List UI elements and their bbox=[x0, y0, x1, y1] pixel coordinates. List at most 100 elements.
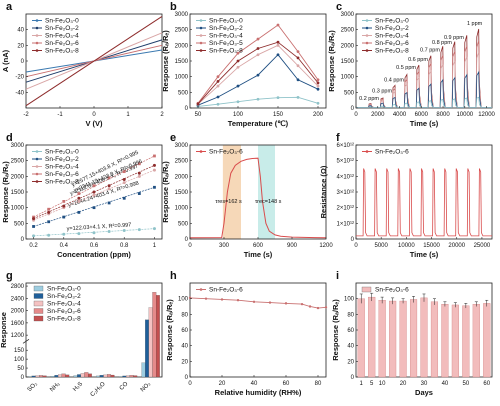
y-tick-label: 2000 bbox=[175, 174, 189, 180]
y-tick-label: 60 bbox=[181, 328, 188, 334]
y-tick-label: -40 bbox=[15, 90, 24, 96]
legend-marker bbox=[199, 288, 203, 291]
stability-bar bbox=[389, 300, 397, 378]
scatter-point bbox=[77, 210, 81, 214]
selectivity-bar bbox=[141, 362, 146, 378]
selectivity-bar bbox=[96, 375, 100, 378]
temp-series-point bbox=[256, 97, 260, 101]
scatter-point bbox=[122, 196, 126, 200]
scatter-point bbox=[62, 204, 66, 208]
y-tick-label: 1×10¹² bbox=[336, 221, 354, 227]
scatter-point bbox=[47, 220, 51, 224]
legend-entry-d-4: Sn-Fe₂O₃-6 bbox=[45, 171, 79, 178]
y-tick-label: 0 bbox=[21, 375, 25, 381]
y-tick-label: 0 bbox=[21, 237, 25, 243]
humidity-response-line bbox=[189, 297, 327, 309]
x-tick-label: 1 bbox=[153, 243, 157, 249]
temp-series-point bbox=[316, 81, 320, 85]
x-tick-label: 10 bbox=[379, 381, 386, 387]
humidity-point bbox=[252, 300, 256, 303]
ppm-annotation-3: 0.4 ppm bbox=[384, 77, 404, 83]
temp-series-point bbox=[256, 73, 260, 77]
y-tick-label: 50 bbox=[17, 366, 24, 372]
selectivity-bar bbox=[65, 374, 70, 378]
legend-entry-d-1: Sn-Fe₂O₃-0 bbox=[45, 149, 79, 156]
scatter-point bbox=[77, 192, 81, 195]
x-tick-label: 1200 bbox=[319, 243, 333, 249]
temp-series-point bbox=[296, 56, 300, 60]
scatter-point bbox=[137, 228, 141, 232]
y-tick-label: 1500 bbox=[175, 190, 189, 196]
y-tick-label: 4×10¹² bbox=[336, 174, 354, 180]
selectivity-bar bbox=[31, 375, 36, 378]
tau-annotation-1: τres=162 s bbox=[215, 199, 242, 205]
temp-series-point bbox=[236, 59, 240, 63]
selectivity-bar bbox=[122, 375, 127, 378]
legend-entry-b-2: Sn-Fe₂O₃-2 bbox=[209, 25, 243, 32]
selectivity-bar bbox=[152, 292, 157, 378]
selectivity-bar bbox=[50, 376, 55, 378]
stability-bar bbox=[409, 299, 418, 378]
humidity-point bbox=[204, 297, 208, 300]
temp-series-point bbox=[276, 96, 280, 100]
legend-entry-c-3: Sn-Fe₂O₃-4 bbox=[375, 33, 409, 40]
stability-bar bbox=[378, 300, 386, 378]
y-tick-label: 1000 bbox=[175, 75, 189, 81]
y-tick-label: 2400 bbox=[11, 296, 25, 302]
legend-marker bbox=[199, 19, 203, 22]
x-tick-label: 900 bbox=[287, 243, 298, 249]
temp-series-point bbox=[216, 75, 220, 79]
y-tick-label: 500 bbox=[344, 90, 355, 96]
y-tick-label: 1000 bbox=[175, 206, 189, 212]
legend-marker bbox=[199, 41, 203, 45]
selectivity-bar bbox=[126, 375, 130, 378]
x-tick-label: 30 bbox=[421, 381, 428, 387]
x-axis-label: Time (s) bbox=[410, 250, 439, 259]
scatter-point bbox=[107, 187, 111, 191]
legend-entry-c-5: Sn-Fe₂O₃-8 bbox=[375, 48, 409, 55]
temp-series-point bbox=[196, 102, 200, 106]
temp-series-point bbox=[276, 23, 280, 27]
selectivity-bar bbox=[58, 374, 62, 378]
scatter-point bbox=[122, 181, 126, 185]
scatter-point bbox=[77, 196, 81, 200]
y-tick-label: 0 bbox=[185, 237, 189, 243]
iv-line-5 bbox=[25, 15, 163, 107]
legend-marker bbox=[365, 26, 369, 30]
legend-entry-c-1: Sn-Fe₂O₃-0 bbox=[375, 18, 409, 25]
x-tick-label: -1 bbox=[57, 112, 63, 118]
legend-marker bbox=[199, 34, 203, 37]
humidity-point bbox=[236, 299, 240, 302]
x-tick-label: 0 bbox=[188, 381, 192, 387]
resistance-cycle-line bbox=[356, 168, 492, 237]
plot-frame-g bbox=[25, 282, 163, 378]
legend-marker bbox=[35, 165, 39, 168]
scatter-point bbox=[107, 201, 111, 205]
legend-entry-c-2: Sn-Fe₂O₃-2 bbox=[375, 25, 409, 32]
x-tick-label: 6000 bbox=[415, 112, 429, 118]
gas-category-label: NH₃ bbox=[49, 381, 61, 393]
temp-series-point bbox=[216, 102, 220, 106]
selectivity-bar bbox=[39, 375, 43, 378]
x-tick-label: 15000 bbox=[423, 243, 440, 249]
legend-marker bbox=[199, 150, 203, 153]
y-tick-label: 100 bbox=[14, 357, 25, 363]
y-tick-label: 0 bbox=[21, 59, 25, 65]
legend-entry-f-1: Sn-Fe₂O₃-6 bbox=[375, 149, 409, 156]
scatter-point bbox=[32, 217, 36, 221]
ppm-annotation-7: 0.8 ppm bbox=[432, 40, 452, 46]
scatter-point bbox=[92, 231, 96, 235]
selectivity-bar bbox=[148, 307, 153, 378]
stability-bar bbox=[430, 301, 439, 378]
legend-marker bbox=[35, 150, 39, 153]
legend-swatch bbox=[33, 315, 44, 322]
y-tick-label: 500 bbox=[14, 221, 25, 227]
response-time-shade bbox=[222, 145, 241, 239]
legend-entry-a-1: Sn-Fe₂O₃-0 bbox=[45, 18, 79, 25]
x-tick-label: 40 bbox=[251, 381, 258, 387]
y-tick-label: 1600 bbox=[11, 321, 25, 327]
x-tick-label: 10000 bbox=[398, 243, 415, 249]
gas-category-label: NO₂ bbox=[140, 381, 153, 394]
temp-series-point bbox=[316, 101, 320, 105]
stability-bar bbox=[472, 303, 480, 378]
